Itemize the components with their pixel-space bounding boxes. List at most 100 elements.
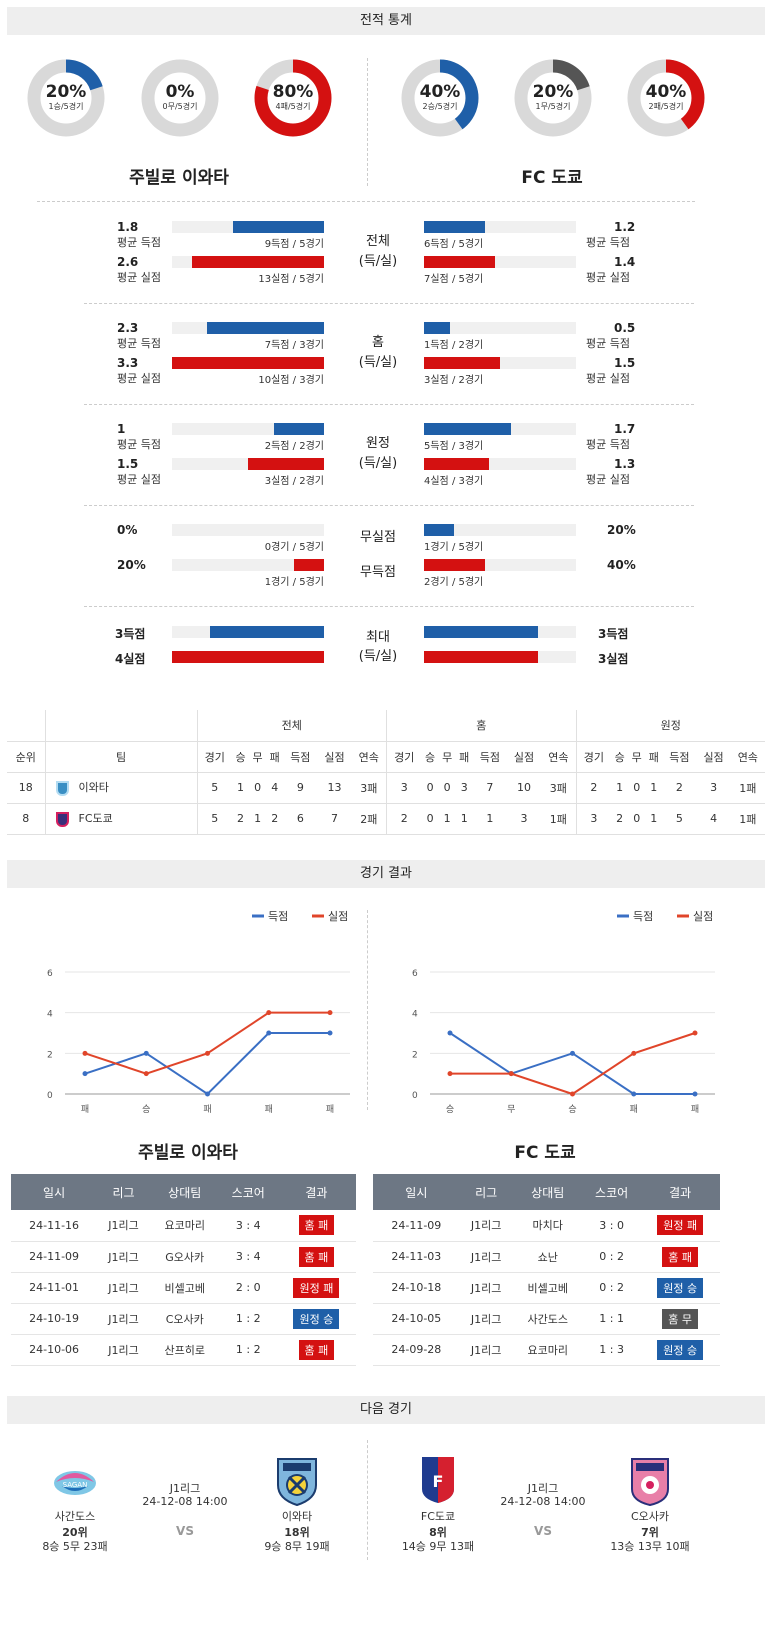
left-avg-goals-label: 평균 득점 — [117, 337, 161, 350]
results-cell: 홈 패 — [276, 1241, 356, 1273]
standings-cell: 3 — [460, 781, 468, 794]
results-cell: 24-11-16 — [11, 1210, 98, 1242]
stat-category-label: 원정 — [366, 436, 390, 451]
right-conceded-bar — [424, 357, 500, 369]
next-league: J1리그 — [527, 1482, 559, 1495]
standings-cell: 1 — [460, 812, 468, 825]
next-home-rank: 20위 — [62, 1526, 88, 1539]
results-cell: 원정 승 — [640, 1334, 720, 1366]
x-tick-label: 패 — [326, 1104, 334, 1115]
results-cell: 3 : 4 — [219, 1210, 277, 1242]
donut-chart — [27, 59, 105, 137]
data-point — [143, 1071, 149, 1077]
results-row: 24-10-06 J1리그 산프히로 1 : 2 홈 패 — [11, 1334, 356, 1366]
divider — [367, 1440, 368, 1560]
right-avg-conceded-label: 평균 실점 — [586, 372, 630, 385]
next-date: 24-12-08 14:00 — [500, 1495, 586, 1508]
standings-header: 경기 — [386, 741, 422, 772]
next-away-rank: 7위 — [641, 1526, 659, 1539]
results-cell: G오사카 — [149, 1241, 220, 1273]
legend-label: 실점 — [693, 910, 713, 923]
standings-header: 순위 — [15, 750, 36, 764]
x-tick-label: 패 — [630, 1104, 638, 1115]
x-tick-label: 무 — [507, 1104, 515, 1115]
donut-label: 80% 4패/5경기 — [248, 83, 338, 112]
right-avg-conceded: 1.5 — [614, 356, 636, 370]
left-avg-goals: 2.3 — [117, 321, 139, 335]
results-row: 24-11-01 J1리그 비셀고베 2 : 0 원정 패 — [11, 1272, 356, 1304]
left-avg-goals-label: 평균 득점 — [117, 438, 161, 451]
left-clean-sheet-caption: 0경기 / 5경기 — [264, 542, 324, 553]
right-team-title: FC 도쿄 — [521, 168, 583, 188]
next-home-team: FC도쿄 — [420, 1510, 456, 1523]
stat-category-sublabel: (득/실) — [358, 456, 398, 471]
results-cell: 원정 패 — [276, 1272, 356, 1304]
results-cell: J1리그 — [459, 1210, 513, 1242]
results-cell: 요코마리 — [512, 1334, 583, 1366]
x-tick-label: 승 — [568, 1104, 576, 1115]
data-point — [631, 1050, 637, 1056]
standings-header: 득점 — [290, 750, 311, 764]
right-failed-score-pct: 40% — [607, 558, 636, 572]
results-cell: 비셀고베 — [512, 1272, 583, 1304]
divider — [37, 201, 695, 202]
data-point — [447, 1030, 453, 1036]
right-failed-score-bar — [424, 559, 485, 571]
standings-cell: 0 — [633, 781, 641, 794]
right-avg-conceded: 1.4 — [614, 255, 636, 269]
results-header-row: 일시 리그 상대팀 스코어 결과 — [11, 1174, 356, 1210]
series-line — [450, 1032, 696, 1096]
divider — [367, 910, 368, 1110]
result-badge: 원정 패 — [657, 1215, 704, 1236]
standings-group-overall: 전체 — [196, 710, 387, 741]
next-away-record: 9승 8무 19패 — [264, 1540, 330, 1553]
cerezo-osaka-logo-icon — [631, 1458, 669, 1507]
results-cell: 산프히로 — [149, 1334, 220, 1366]
standings-cell: 3 — [710, 781, 718, 794]
y-tick-label: 6 — [412, 969, 418, 979]
divider — [84, 404, 694, 405]
left-failed-score-bar — [293, 559, 324, 571]
results-cell: J1리그 — [97, 1241, 150, 1273]
data-point — [570, 1091, 575, 1097]
result-badge: 홈 패 — [298, 1246, 335, 1267]
standings-cell: 3 — [520, 812, 528, 825]
next-home-team: 사간도스 — [54, 1510, 96, 1523]
right-avg-goals: 0.5 — [614, 321, 636, 335]
standings-header: 패 — [648, 750, 659, 764]
donut-label: 0% 0무/5경기 — [135, 83, 225, 112]
donut-caption: 1승/5경기 — [48, 102, 84, 111]
left-results-team-title: 주빌로 이와타 — [138, 1143, 238, 1163]
left-failed-score-pct: 20% — [117, 558, 146, 572]
left-conceded-caption: 10실점 / 3경기 — [258, 375, 324, 386]
donut-chart — [627, 59, 705, 137]
donut-chart — [254, 59, 332, 137]
result-badge: 원정 승 — [657, 1339, 704, 1360]
bar-track — [424, 322, 576, 334]
stat-category-label: 전체 — [366, 234, 390, 249]
standings-cell: 2 — [386, 803, 422, 834]
standings-cell: 0 — [426, 781, 434, 794]
left-clean-sheet-pct: 0% — [117, 523, 138, 537]
left-avg-conceded-label: 평균 실점 — [117, 372, 161, 385]
data-point — [447, 1071, 453, 1077]
result-badge: 원정 승 — [657, 1277, 704, 1298]
results-cell: J1리그 — [97, 1210, 150, 1242]
right-avg-goals-label: 평균 득점 — [586, 438, 630, 451]
results-cell: 24-11-03 — [373, 1241, 460, 1273]
standings-cell: 1패 — [739, 812, 757, 826]
divider — [367, 58, 368, 186]
right-results-table: 일시 리그 상대팀 스코어 결과 24-11-09 J1리그 마치다 3 : 0 원정 패 24-1… — [373, 1174, 720, 1366]
donut-percent: 20% — [532, 82, 574, 102]
results-header: 스코어 — [219, 1174, 277, 1210]
standings-cell: 2 — [575, 772, 612, 803]
results-section-title: 경기 결과 — [7, 860, 765, 888]
next-away-team: C오사카 — [630, 1510, 670, 1523]
results-header: 결과 — [276, 1174, 356, 1210]
right-conceded-caption: 3실점 / 2경기 — [424, 375, 484, 386]
y-tick-label: 4 — [412, 1010, 418, 1020]
standings-cell: 3패 — [549, 781, 567, 795]
stat-category-sublabel: (득/실) — [358, 254, 398, 269]
results-cell: 마치다 — [512, 1210, 583, 1242]
left-conceded-bar — [172, 357, 324, 369]
